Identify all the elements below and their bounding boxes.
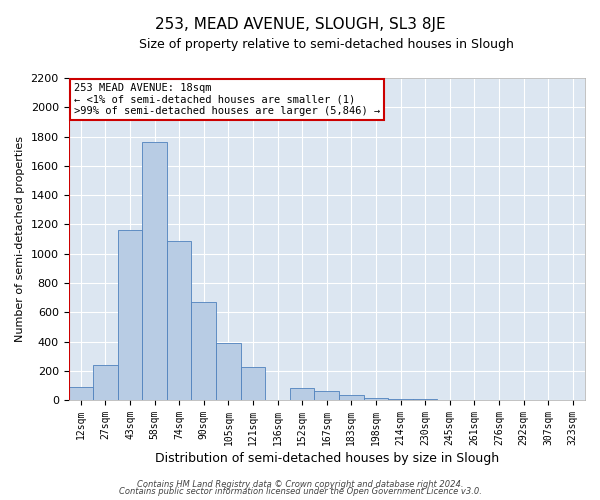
Bar: [142, 142, 167, 400]
Bar: [216, 343, 241, 400]
Bar: [68, 387, 93, 400]
Bar: [241, 367, 265, 400]
Bar: [388, 398, 413, 400]
Y-axis label: Number of semi-detached properties: Number of semi-detached properties: [15, 136, 25, 342]
Text: Contains HM Land Registry data © Crown copyright and database right 2024.: Contains HM Land Registry data © Crown c…: [137, 480, 463, 489]
Bar: [118, 230, 142, 400]
Bar: [93, 365, 118, 400]
Text: 253 MEAD AVENUE: 18sqm
← <1% of semi-detached houses are smaller (1)
>99% of sem: 253 MEAD AVENUE: 18sqm ← <1% of semi-det…: [74, 83, 380, 116]
Text: 253, MEAD AVENUE, SLOUGH, SL3 8JE: 253, MEAD AVENUE, SLOUGH, SL3 8JE: [155, 18, 445, 32]
Bar: [167, 240, 191, 400]
Bar: [290, 388, 314, 400]
Title: Size of property relative to semi-detached houses in Slough: Size of property relative to semi-detach…: [139, 38, 514, 51]
Bar: [364, 398, 388, 400]
X-axis label: Distribution of semi-detached houses by size in Slough: Distribution of semi-detached houses by …: [155, 452, 499, 465]
Bar: [191, 302, 216, 400]
Text: Contains public sector information licensed under the Open Government Licence v3: Contains public sector information licen…: [119, 488, 481, 496]
Bar: [339, 395, 364, 400]
Bar: [314, 390, 339, 400]
